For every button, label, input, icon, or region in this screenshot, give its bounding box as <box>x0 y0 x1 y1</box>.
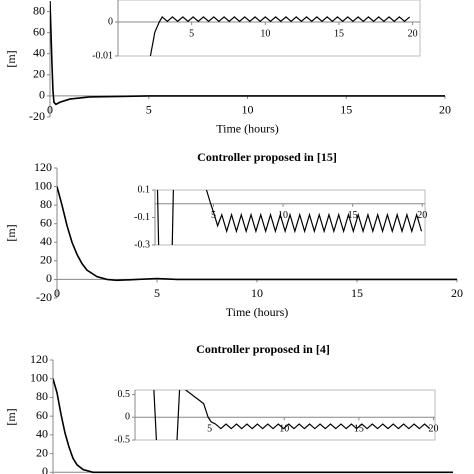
data-line <box>153 390 431 440</box>
y-tick-label: 40 <box>40 234 52 248</box>
y-axis-label: [m] <box>4 50 18 67</box>
y-tick-label: 0 <box>42 464 48 474</box>
x-tick-label: 15 <box>334 28 344 39</box>
y-tick-label: 20 <box>36 445 48 459</box>
y-tick-label: 80 <box>40 197 52 211</box>
data-line <box>149 16 411 56</box>
y-tick-label: -0.1 <box>134 212 150 223</box>
y-tick-label: 60 <box>36 408 48 422</box>
x-axis-label: Time (hours) <box>216 122 279 136</box>
x-tick-label: 5 <box>154 286 160 300</box>
inset-chart: -0.5 0 0.5 5 10 15 20 <box>114 389 439 445</box>
y-tick-label: -20 <box>36 290 52 304</box>
data-line <box>156 190 423 245</box>
y-tick-label: 0 <box>39 88 45 102</box>
y-tick-label: 40 <box>33 45 45 59</box>
x-tick-label: 20 <box>408 28 418 39</box>
data-line <box>50 1 445 106</box>
x-tick-label: 10 <box>279 424 289 435</box>
y-tick-label: 120 <box>34 160 52 174</box>
inset-chart: -0.3 -0.1 0.1 5 10 15 20 <box>134 184 427 250</box>
inset-frame <box>154 189 426 246</box>
x-tick-label: 15 <box>340 103 352 117</box>
y-tick-label: 100 <box>34 178 52 192</box>
data-line <box>53 378 453 474</box>
y-tick-label: 20 <box>40 253 52 267</box>
y-tick-label: 80 <box>33 3 45 17</box>
y-tick-label: -0.01 <box>92 50 113 61</box>
x-tick-label: 15 <box>348 210 358 221</box>
y-tick-label: 60 <box>33 24 45 38</box>
y-tick-label: -20 <box>29 109 45 123</box>
y-axis-label: [m] <box>4 408 18 425</box>
y-tick-label: -0.5 <box>114 434 130 445</box>
x-tick-label: 15 <box>354 424 364 435</box>
data-line <box>57 186 457 282</box>
x-tick-label: 10 <box>260 28 270 39</box>
x-tick-label: 10 <box>242 103 254 117</box>
x-tick-label: 20 <box>417 210 427 221</box>
x-axis-label: Time (hours) <box>226 305 289 319</box>
y-tick-label: 40 <box>36 427 48 441</box>
x-tick-label: 5 <box>211 210 216 221</box>
x-tick-label: 0 <box>47 103 53 117</box>
y-tick-label: 0 <box>108 16 113 27</box>
y-tick-label: 0.1 <box>138 184 151 195</box>
y-tick-label: 0 <box>125 412 130 423</box>
x-tick-label: 20 <box>439 103 451 117</box>
y-tick-label: 0.5 <box>118 389 131 400</box>
x-tick-label: 15 <box>351 286 363 300</box>
x-tick-label: 0 <box>54 286 60 300</box>
y-tick-label: 100 <box>30 370 48 384</box>
x-tick-label: 10 <box>278 210 288 221</box>
y-tick-label: 20 <box>33 67 45 81</box>
chart-title: Controller proposed in [15] <box>197 150 337 164</box>
y-tick-label: 0 <box>46 271 52 285</box>
x-tick-label: 5 <box>207 424 212 435</box>
chart-title: Controller proposed in [4] <box>196 342 330 356</box>
y-tick-label: 60 <box>40 215 52 229</box>
x-tick-label: 20 <box>451 286 463 300</box>
y-tick-label: 120 <box>30 352 48 366</box>
inset-chart: -0.01 0 5 10 15 20 <box>92 0 421 61</box>
x-tick-label: 20 <box>429 424 439 435</box>
y-axis-label: [m] <box>4 224 18 241</box>
x-tick-label: 5 <box>146 103 152 117</box>
y-tick-label: 80 <box>36 389 48 403</box>
x-tick-label: 5 <box>189 28 194 39</box>
y-tick-label: -0.3 <box>134 239 150 250</box>
x-tick-label: 10 <box>251 286 263 300</box>
inset-frame <box>117 0 421 57</box>
